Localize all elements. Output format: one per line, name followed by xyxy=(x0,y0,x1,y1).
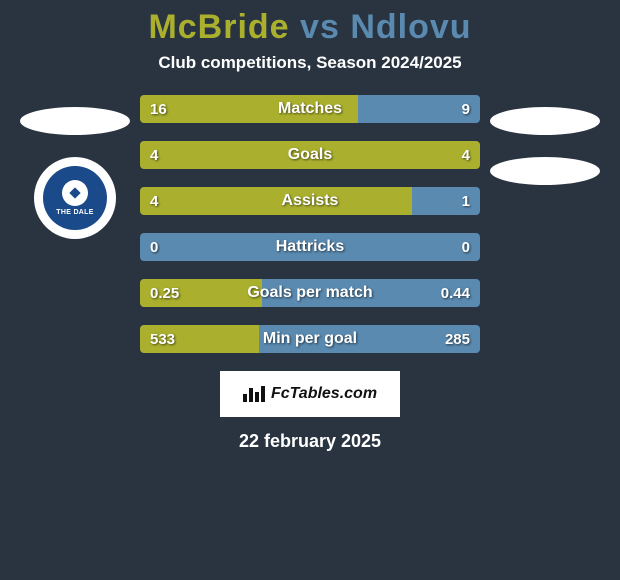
root: McBride vs Ndlovu Club competitions, Sea… xyxy=(0,0,620,452)
title-player-left: McBride xyxy=(148,8,289,46)
badge-inner: THE DALE xyxy=(43,166,107,230)
bar-segment-left xyxy=(140,141,310,169)
title-vs: vs xyxy=(300,8,340,46)
bar-segment-left xyxy=(140,95,358,123)
stats-area: THE DALE Matches169 Goals44 Assists41 Hattr… xyxy=(0,95,620,353)
bar-segment-right xyxy=(310,233,480,261)
bar-segment-left xyxy=(140,279,262,307)
bar-segment-left xyxy=(140,187,412,215)
left-club-badge-icon: THE DALE xyxy=(34,157,116,239)
stat-row: Hattricks00 xyxy=(140,233,480,261)
footer-date: 22 february 2025 xyxy=(239,431,381,452)
stat-row: Matches169 xyxy=(140,95,480,123)
stat-row: Assists41 xyxy=(140,187,480,215)
footer-logo: FcTables.com xyxy=(220,371,400,417)
subtitle: Club competitions, Season 2024/2025 xyxy=(158,53,461,73)
bar-segment-left xyxy=(140,233,310,261)
stat-row: Goals44 xyxy=(140,141,480,169)
bar-segment-right xyxy=(310,141,480,169)
stat-row: Min per goal533285 xyxy=(140,325,480,353)
right-club-ellipse-icon xyxy=(490,157,600,185)
badge-ribbon-text: THE DALE xyxy=(56,209,93,216)
bar-segment-right xyxy=(358,95,480,123)
left-player-ellipse-icon xyxy=(20,107,130,135)
footer-logo-text: FcTables.com xyxy=(271,385,377,403)
bar-segment-left xyxy=(140,325,259,353)
page-title: McBride vs Ndlovu xyxy=(148,8,471,47)
bar-segment-right xyxy=(412,187,480,215)
bars-column: Matches169 Goals44 Assists41 Hattricks00 Goa… xyxy=(140,95,480,353)
left-side-column: THE DALE xyxy=(10,95,140,239)
bar-segment-right xyxy=(259,325,480,353)
right-player-ellipse-icon xyxy=(490,107,600,135)
bar-chart-icon xyxy=(243,386,265,402)
soccer-ball-icon xyxy=(62,180,88,206)
stat-row: Goals per match0.250.44 xyxy=(140,279,480,307)
bar-segment-right xyxy=(262,279,480,307)
right-side-column xyxy=(480,95,610,207)
title-player-right: Ndlovu xyxy=(350,8,471,46)
